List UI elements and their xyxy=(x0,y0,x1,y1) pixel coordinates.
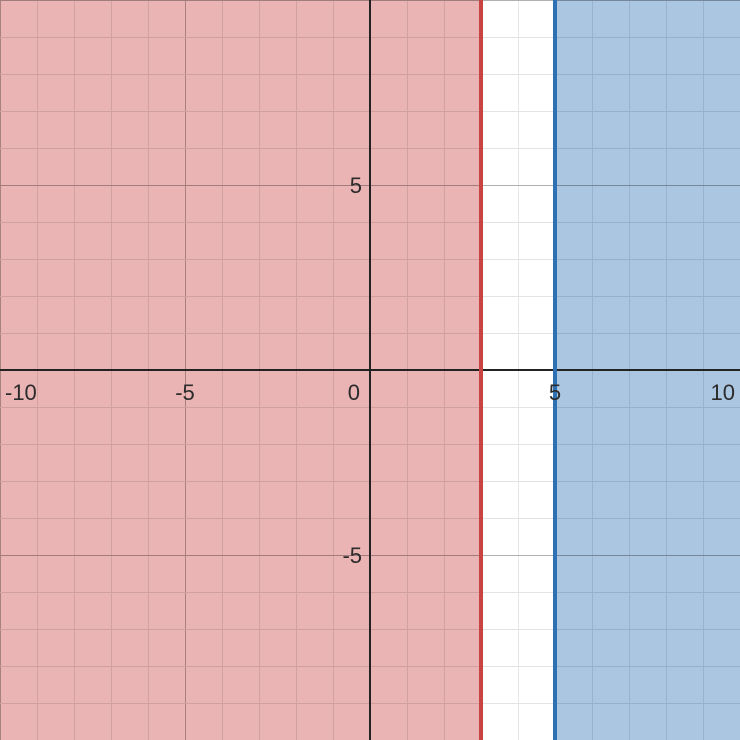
y-tick-label: -5 xyxy=(342,543,362,568)
tick-labels: -10 -5 5 10 5 -5 0 xyxy=(5,173,735,568)
x-tick-label: -5 xyxy=(175,380,195,405)
x-tick-label: 5 xyxy=(549,380,561,405)
x-tick-label: -10 xyxy=(5,380,37,405)
x-tick-label: 10 xyxy=(711,380,735,405)
boundary-lines xyxy=(479,0,557,740)
y-tick-label: 5 xyxy=(350,173,362,198)
origin-label: 0 xyxy=(348,380,360,405)
